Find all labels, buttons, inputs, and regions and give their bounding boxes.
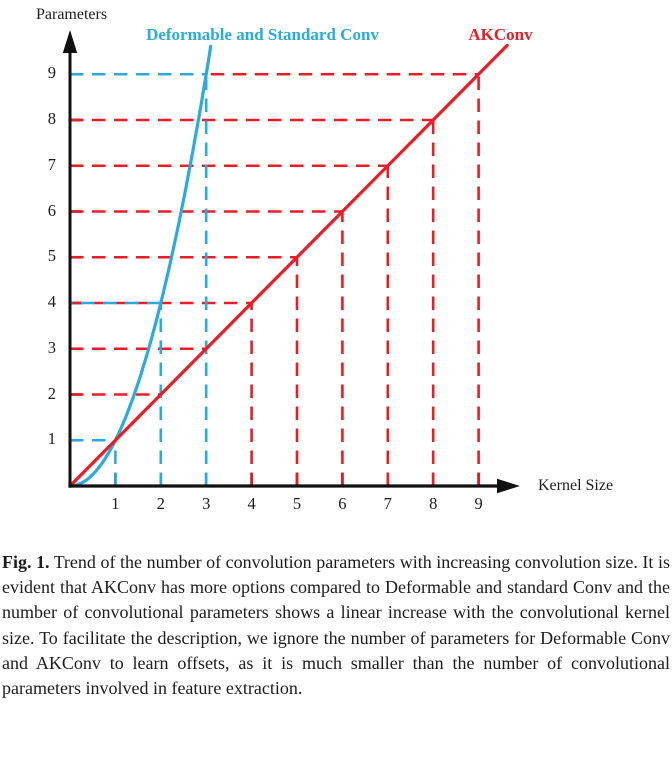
y-tick-label-4: 4 <box>47 292 56 311</box>
y-tick-label-6: 6 <box>47 200 56 220</box>
y-tick-label-3: 3 <box>47 337 56 357</box>
akconv-line <box>68 43 509 488</box>
x-tick-label-8: 8 <box>429 494 438 513</box>
x-axis-arrow-icon <box>497 478 520 494</box>
y-tick-label-7: 7 <box>47 154 56 174</box>
series-label-deformable-standard-conv: Deformable and Standard Conv <box>146 25 379 44</box>
y-tick-label-9: 9 <box>47 63 56 83</box>
figure-caption-label: Fig. 1. <box>2 552 50 572</box>
figure-caption: Fig. 1. Trend of the number of convolutio… <box>2 550 670 701</box>
y-axis-arrow-icon <box>62 30 78 53</box>
x-axis-title: Kernel Size <box>538 477 614 494</box>
x-tick-label-4: 4 <box>247 494 256 513</box>
y-tick-label-8: 8 <box>47 109 56 128</box>
x-tick-label-3: 3 <box>202 494 211 513</box>
y-tick-label-5: 5 <box>47 246 56 266</box>
x-tick-label-1: 1 <box>111 494 120 513</box>
y-tick-label-2: 2 <box>47 383 56 403</box>
y-axis-title: Parameters <box>36 6 108 23</box>
x-tick-label-9: 9 <box>474 494 483 513</box>
parameters-vs-kernel-size-plot: Parameters Kernel Size Deformable and St… <box>36 6 614 513</box>
x-tick-label-7: 7 <box>383 494 392 513</box>
x-tick-label-5: 5 <box>292 494 302 513</box>
chart-canvas <box>62 30 520 494</box>
x-tick-label-2: 2 <box>156 494 165 513</box>
series-label-akconv: AKConv <box>468 25 533 44</box>
x-tick-label-6: 6 <box>338 494 347 513</box>
deformable-standard-conv-curve <box>68 44 213 488</box>
figure-caption-text: Trend of the number of convolution param… <box>2 552 670 699</box>
y-tick-label-1: 1 <box>47 429 56 449</box>
